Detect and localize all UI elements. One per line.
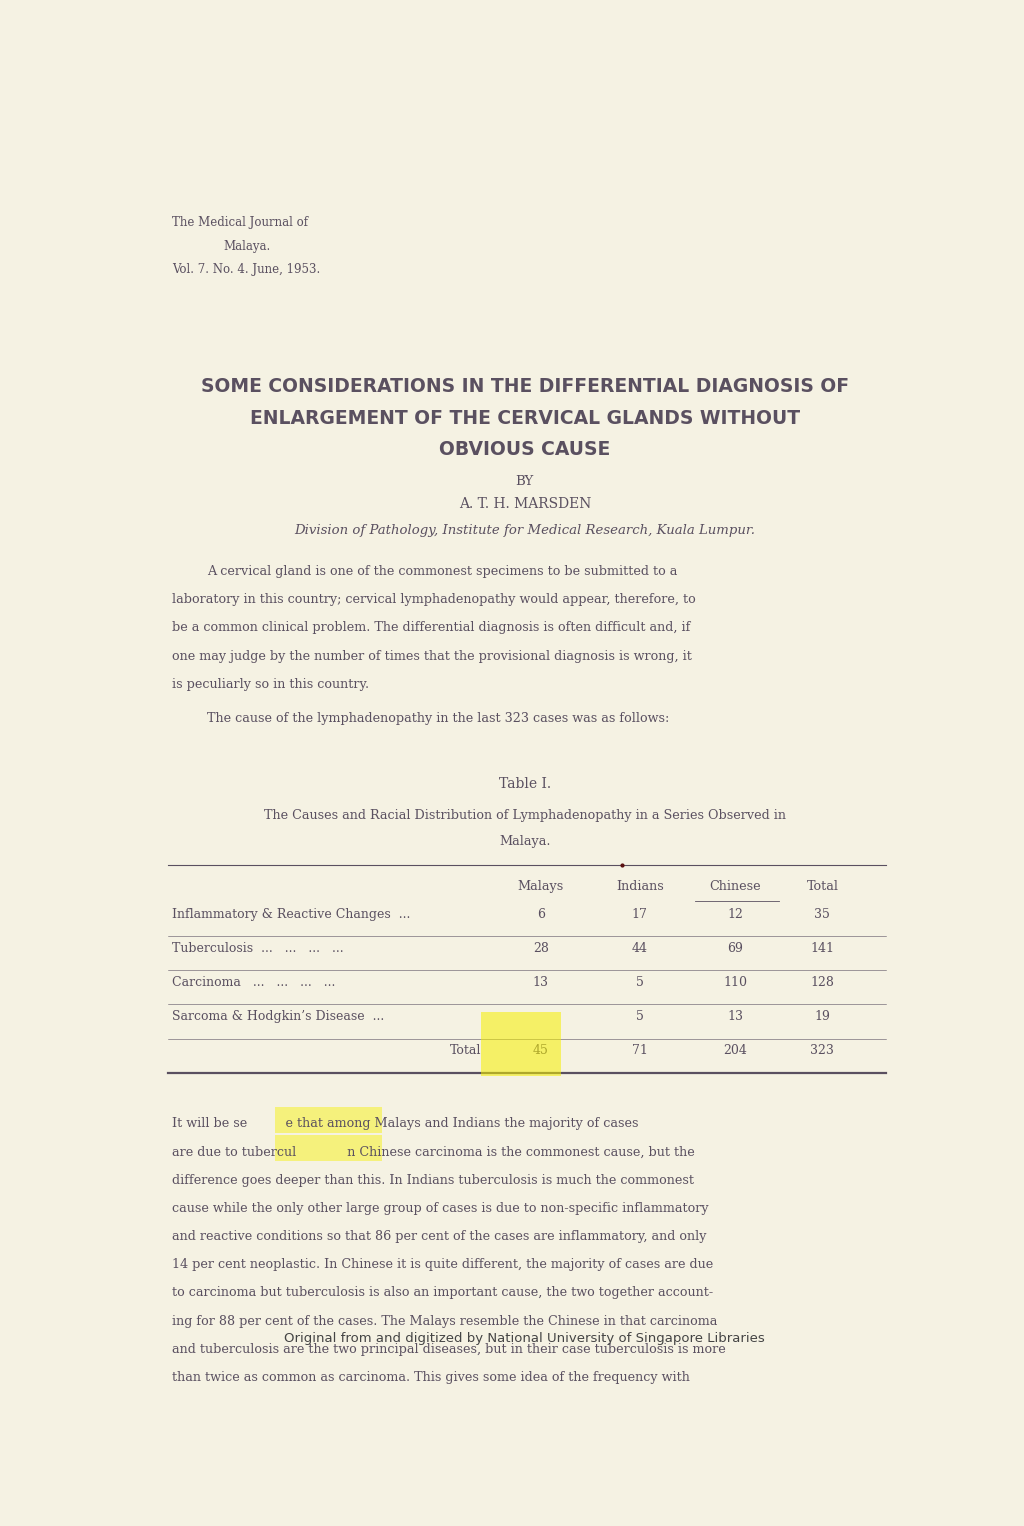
Text: 17: 17 (632, 908, 648, 922)
Text: 19: 19 (814, 1010, 830, 1024)
Text: The Causes and Racial Distribution of Lymphadenopathy in a Series Observed in: The Causes and Racial Distribution of Ly… (264, 809, 785, 823)
Text: Carcinoma   ...   ...   ...   ...: Carcinoma ... ... ... ... (172, 977, 335, 989)
Text: 128: 128 (810, 977, 835, 989)
Text: Vol. 7. No. 4. June, 1953.: Vol. 7. No. 4. June, 1953. (172, 262, 319, 276)
Text: 45: 45 (532, 1044, 549, 1058)
Text: Inflammatory & Reactive Changes  ...: Inflammatory & Reactive Changes ... (172, 908, 410, 922)
Text: A cervical gland is one of the commonest specimens to be submitted to a: A cervical gland is one of the commonest… (207, 565, 678, 578)
Text: 13: 13 (727, 1010, 743, 1024)
Text: and reactive conditions so that 86 per cent of the cases are inflammatory, and o: and reactive conditions so that 86 per c… (172, 1230, 707, 1244)
Text: 28: 28 (532, 942, 549, 955)
Text: to carcinoma but tuberculosis is also an important cause, the two together accou: to carcinoma but tuberculosis is also an… (172, 1286, 713, 1300)
Bar (274, 1135, 382, 1161)
Text: difference goes deeper than this. In Indians tuberculosis is much the commonest: difference goes deeper than this. In Ind… (172, 1173, 693, 1187)
Text: is peculiarly so in this country.: is peculiarly so in this country. (172, 678, 369, 691)
Text: A. T. H. MARSDEN: A. T. H. MARSDEN (459, 497, 591, 511)
Text: 5: 5 (636, 977, 644, 989)
Text: 110: 110 (723, 977, 748, 989)
Text: 71: 71 (632, 1044, 648, 1058)
Text: 5: 5 (636, 1010, 644, 1024)
Text: OBVIOUS CAUSE: OBVIOUS CAUSE (439, 441, 610, 459)
Text: 14 per cent neoplastic. In Chinese it is quite different, the majority of cases : 14 per cent neoplastic. In Chinese it is… (172, 1259, 713, 1271)
Text: 12: 12 (727, 908, 743, 922)
Text: 35: 35 (814, 908, 830, 922)
Text: Sarcoma & Hodgkin’s Disease  ...: Sarcoma & Hodgkin’s Disease ... (172, 1010, 384, 1024)
Text: The Medical Journal of: The Medical Journal of (172, 217, 307, 229)
Text: Malaya.: Malaya. (499, 835, 551, 848)
Text: Original from and digitized by National University of Singapore Libraries: Original from and digitized by National … (285, 1332, 765, 1346)
Bar (481, 1012, 560, 1076)
Text: one may judge by the number of times that the provisional diagnosis is wrong, it: one may judge by the number of times tha… (172, 650, 691, 662)
Bar (274, 1106, 382, 1132)
Text: 204: 204 (723, 1044, 748, 1058)
Text: Malays: Malays (517, 881, 564, 893)
Text: are due to tubercul    n Chinese carcinoma is the commonest cause, but the: are due to tubercul n Chinese carcinoma … (172, 1146, 694, 1158)
Text: BY: BY (516, 475, 534, 487)
Text: 323: 323 (810, 1044, 835, 1058)
Text: than twice as common as carcinoma. This gives some idea of the frequency with: than twice as common as carcinoma. This … (172, 1370, 689, 1384)
Text: SOME CONSIDERATIONS IN THE DIFFERENTIAL DIAGNOSIS OF: SOME CONSIDERATIONS IN THE DIFFERENTIAL … (201, 377, 849, 397)
Text: cause while the only other large group of cases is due to non-specific inflammat: cause while the only other large group o… (172, 1202, 709, 1215)
Text: 13: 13 (532, 977, 549, 989)
Text: Malaya.: Malaya. (223, 240, 270, 252)
Text: Chinese: Chinese (710, 881, 761, 893)
Text: 6: 6 (537, 908, 545, 922)
Text: The cause of the lymphadenopathy in the last 323 cases was as follows:: The cause of the lymphadenopathy in the … (207, 713, 670, 725)
Text: Table I.: Table I. (499, 777, 551, 790)
Text: ENLARGEMENT OF THE CERVICAL GLANDS WITHOUT: ENLARGEMENT OF THE CERVICAL GLANDS WITHO… (250, 409, 800, 427)
Text: ing for 88 per cent of the cases. The Malays resemble the Chinese in that carcin: ing for 88 per cent of the cases. The Ma… (172, 1315, 717, 1328)
Text: Tuberculosis  ...   ...   ...   ...: Tuberculosis ... ... ... ... (172, 942, 343, 955)
Text: laboratory in this country; cervical lymphadenopathy would appear, therefore, to: laboratory in this country; cervical lym… (172, 594, 695, 606)
Text: Indians: Indians (616, 881, 664, 893)
Text: Division of Pathology, Institute for Medical Research, Kuala Lumpur.: Division of Pathology, Institute for Med… (294, 523, 756, 537)
Text: Total: Total (450, 1044, 481, 1058)
Text: 44: 44 (632, 942, 648, 955)
Text: It will be se   e that among Malays and Indians the majority of cases: It will be se e that among Malays and In… (172, 1117, 638, 1131)
Text: be a common clinical problem. The differential diagnosis is often difficult and,: be a common clinical problem. The differ… (172, 621, 690, 635)
Text: 141: 141 (810, 942, 835, 955)
Text: Total: Total (807, 881, 839, 893)
Text: 69: 69 (727, 942, 743, 955)
Text: and tuberculosis are the two principal diseases, but in their case tuberculosis : and tuberculosis are the two principal d… (172, 1343, 725, 1357)
